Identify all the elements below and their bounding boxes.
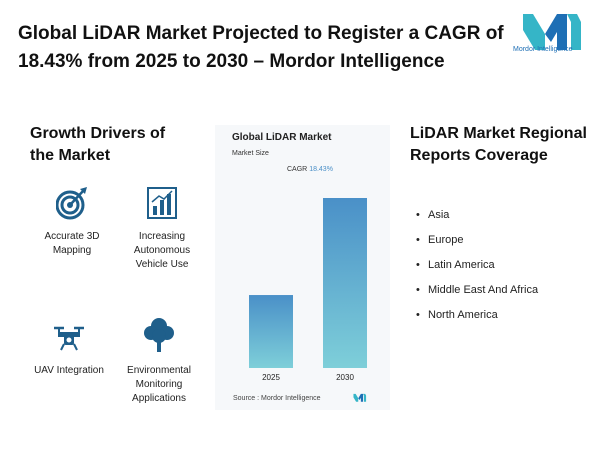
driver-environmental-monitoring: Environmental Monitoring Applications (114, 316, 204, 406)
x-tick-label: 2025 (262, 373, 280, 382)
target-icon (56, 187, 87, 220)
x-tick-label: 2030 (336, 373, 354, 382)
region-item-latin-america: Latin America (416, 253, 538, 278)
mordor-logo-icon (523, 14, 581, 50)
driver-label: Environmental Monitoring Applications (127, 365, 191, 404)
logo-text: Mordor Intelligence (513, 46, 573, 53)
bar-2025 (249, 295, 293, 368)
driver-label: Increasing Autonomous Vehicle Use (133, 231, 191, 270)
region-item-north-america: North America (416, 303, 538, 328)
cagr-label: CAGR 18.43% (287, 166, 333, 173)
bar-chart: 2025 2030 (249, 198, 367, 382)
bar-2030 (323, 198, 367, 368)
bar-chart-icon (147, 187, 177, 219)
region-list: Asia Europe Latin America Middle East An… (416, 203, 538, 328)
regions-title: LiDAR Market Regional Reports Coverage (410, 125, 587, 164)
chart-title: Global LiDAR Market (232, 132, 332, 143)
cagr-text: CAGR (287, 166, 308, 173)
drivers-title: Growth Drivers of the Market (30, 125, 166, 164)
chart-source: Source : Mordor Intelligence (233, 395, 321, 402)
tree-icon (144, 318, 174, 352)
drone-icon (54, 326, 84, 351)
region-item-middle-east-africa: Middle East And Africa (416, 278, 538, 303)
driver-label: Accurate 3D Mapping (44, 231, 100, 256)
region-item-asia: Asia (416, 203, 538, 228)
driver-autonomous-vehicle: Increasing Autonomous Vehicle Use (117, 186, 207, 272)
driver-accurate-3d-mapping: Accurate 3D Mapping (27, 186, 117, 258)
page-title: Global LiDAR Market Projected to Registe… (18, 23, 504, 72)
cagr-value: 18.43% (309, 166, 333, 173)
mordor-small-logo-icon (353, 393, 367, 402)
chart-subtitle: Market Size (232, 150, 269, 157)
region-item-europe: Europe (416, 228, 538, 253)
driver-label: UAV Integration (34, 365, 104, 376)
driver-uav-integration: UAV Integration (24, 320, 114, 378)
